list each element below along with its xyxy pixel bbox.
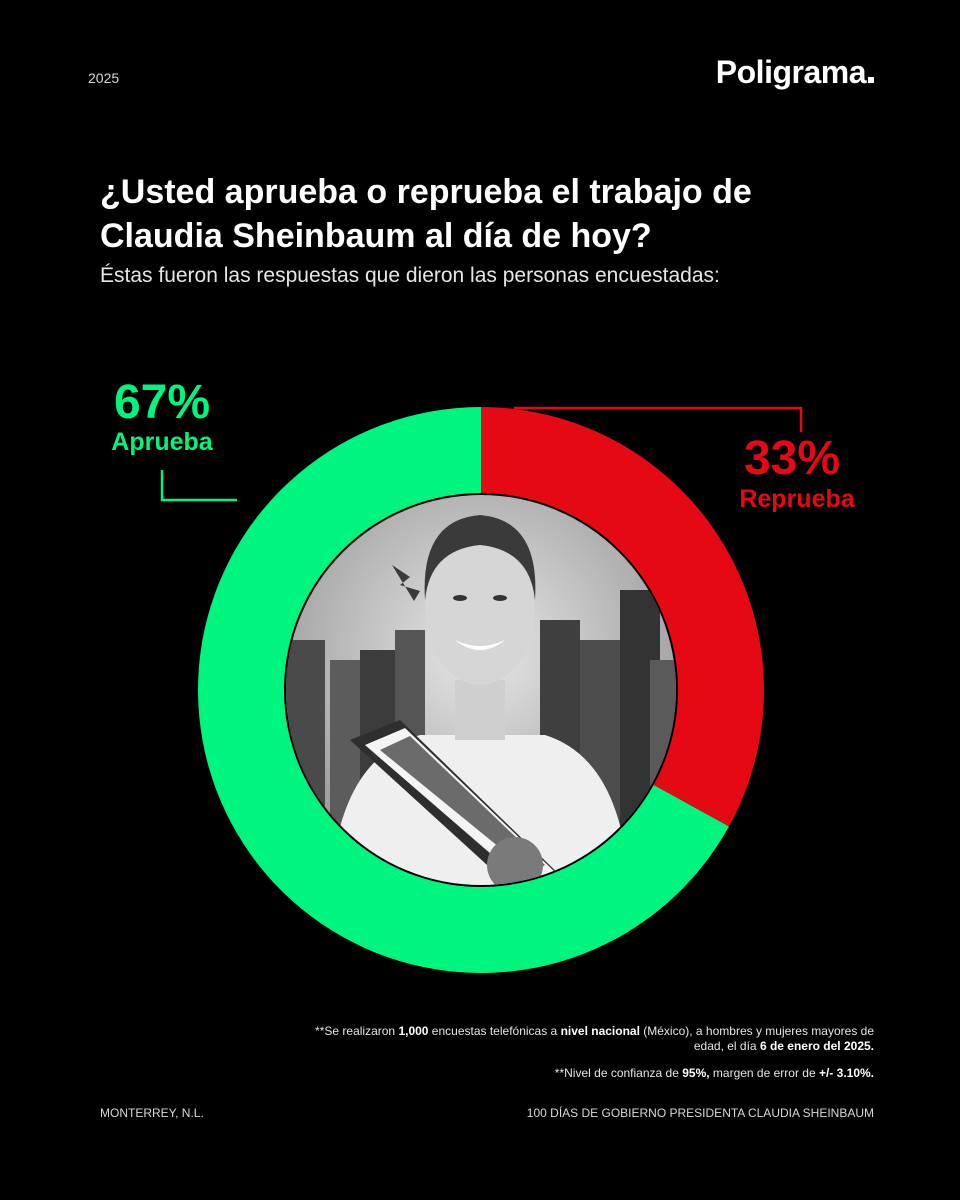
aprueba-category-label: Aprueba — [111, 428, 214, 456]
reprueba-value-label: 33% — [744, 432, 840, 485]
donut-chart: 67% Aprueba 33% Reprueba — [111, 376, 856, 974]
note-bold: 1,000 — [398, 1024, 429, 1038]
note-text: margen de error de — [709, 1066, 819, 1080]
methodology-notes: **Se realizaron 1,000 encuestas telefóni… — [314, 1024, 874, 1093]
aprueba-callout-line — [160, 470, 237, 502]
note-text: (México), a hombres y mujeres mayores de… — [639, 1024, 874, 1053]
location-label: MONTERREY, N.L. — [100, 1106, 204, 1120]
brand-dot-icon — [868, 77, 874, 83]
note-text: **Nivel de confianza de — [554, 1066, 683, 1080]
note-text: **Se realizaron — [315, 1024, 399, 1038]
donut-slices — [198, 407, 764, 974]
note-bold: 95%, — [682, 1066, 710, 1080]
note-bold: +/- 3.10%. — [818, 1066, 874, 1080]
survey-intro: Éstas fueron las respuestas que dieron l… — [100, 264, 720, 287]
methodology-note-sample: **Se realizaron 1,000 encuestas telefóni… — [314, 1024, 874, 1054]
donut-slice-aprueba — [198, 407, 729, 974]
note-text: encuestas telefónicas a — [428, 1024, 561, 1038]
note-bold: nivel nacional — [560, 1024, 640, 1038]
reprueba-callout-line — [514, 406, 803, 432]
brand-logo: Poligrama — [716, 54, 874, 91]
year-label: 2025 — [88, 70, 120, 86]
aprueba-value-label: 67% — [114, 376, 210, 429]
campaign-label: 100 DÍAS DE GOBIERNO PRESIDENTA CLAUDIA … — [526, 1106, 874, 1120]
donut-slice-reprueba — [481, 407, 764, 827]
reprueba-category-label: Reprueba — [739, 485, 855, 513]
brand-name: Poligrama — [715, 54, 867, 90]
survey-question: ¿Usted aprueba o reprueba el trabajo de … — [100, 173, 752, 255]
note-bold: 6 de enero del 2025. — [759, 1039, 874, 1053]
methodology-note-confidence: **Nivel de confianza de 95%, margen de e… — [314, 1066, 874, 1081]
